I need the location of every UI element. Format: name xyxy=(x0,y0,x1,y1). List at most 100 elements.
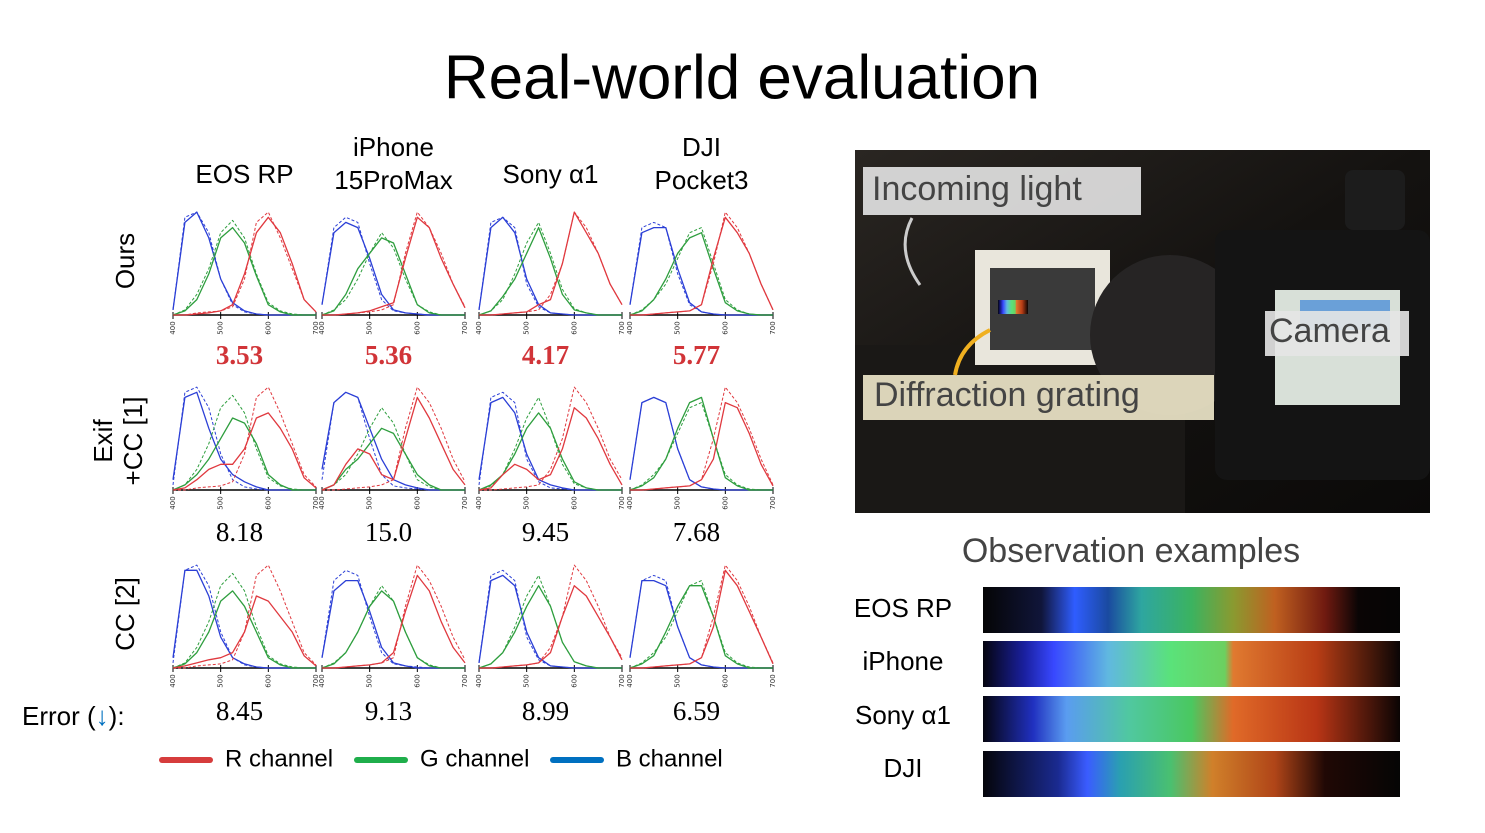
reference-curve xyxy=(173,386,317,491)
x-tick-label: 700 xyxy=(769,321,777,334)
spectrum-strip xyxy=(983,696,1400,742)
x-tick-label: 400 xyxy=(169,674,177,687)
estimated-curve xyxy=(172,412,317,491)
error-label-part: Error ( xyxy=(22,701,96,731)
estimated-curve xyxy=(629,226,773,316)
reference-curve xyxy=(630,386,774,491)
x-tick-label: 700 xyxy=(461,674,469,687)
estimated-curve xyxy=(322,574,466,669)
error-label-part: ↓ xyxy=(96,701,109,731)
reference-curve xyxy=(629,402,773,491)
x-tick-label: 600 xyxy=(570,674,578,687)
observation-title: Observation examples xyxy=(962,532,1300,570)
reference-curve xyxy=(173,211,317,316)
reference-curve xyxy=(322,386,466,491)
error-value: 6.59 xyxy=(673,696,720,726)
estimated-curve xyxy=(172,569,316,669)
x-tick-label: 700 xyxy=(769,496,777,509)
estimated-curve xyxy=(629,232,773,316)
x-tick-label: 600 xyxy=(413,496,421,509)
reference-curve xyxy=(629,580,773,669)
x-tick-label: 500 xyxy=(366,321,374,334)
arrow xyxy=(903,217,922,286)
estimated-curve xyxy=(630,216,774,316)
reference-curve xyxy=(322,564,466,669)
estimated-curve xyxy=(478,585,622,669)
observation-label: EOS RP xyxy=(854,593,952,623)
method-label: CC [2] xyxy=(110,577,140,651)
camera-name: Sony α1 xyxy=(503,159,599,189)
slide-title: Real-world evaluation xyxy=(444,43,1040,112)
estimated-curve xyxy=(173,216,317,316)
spectrum-strip xyxy=(983,751,1400,797)
reference-curve xyxy=(321,391,465,491)
reference-curve xyxy=(322,211,466,316)
estimated-curve xyxy=(479,585,623,669)
x-tick-label: 600 xyxy=(570,321,578,334)
estimated-curve xyxy=(321,237,465,316)
x-tick-label: 400 xyxy=(475,321,483,334)
camera-name: iPhone xyxy=(353,132,434,162)
reference-curve xyxy=(478,221,622,316)
estimated-curve xyxy=(629,585,773,669)
estimated-curve xyxy=(322,216,466,316)
x-tick-label: 500 xyxy=(366,674,374,687)
reference-curve xyxy=(630,564,774,669)
camera-name: 15ProMax xyxy=(334,165,453,195)
x-tick-label: 400 xyxy=(626,496,634,509)
x-tick-label: 600 xyxy=(264,674,272,687)
estimated-curve xyxy=(321,396,466,491)
camera-name: EOS RP xyxy=(195,159,293,189)
setup-photo: Incoming light Diffraction grating Camer… xyxy=(855,150,1430,513)
error-value: 9.45 xyxy=(522,517,569,547)
x-tick-label: 400 xyxy=(475,674,483,687)
x-tick-label: 400 xyxy=(626,674,634,687)
x-tick-label: 700 xyxy=(312,674,320,687)
legend-label: R channel xyxy=(225,745,333,772)
estimated-curve xyxy=(629,396,773,491)
reference-curve xyxy=(172,394,316,491)
reference-curve xyxy=(172,564,316,669)
error-value: 5.77 xyxy=(673,340,720,370)
x-tick-label: 700 xyxy=(312,321,320,334)
x-tick-label: 500 xyxy=(523,496,531,509)
estimated-curve xyxy=(321,590,465,669)
error-label: Error (↓): xyxy=(22,701,125,731)
x-tick-label: 400 xyxy=(626,321,634,334)
method-label: Exif xyxy=(88,419,118,463)
method-label: Ours xyxy=(110,233,140,289)
estimated-curve xyxy=(172,590,316,669)
spectrum-strip xyxy=(983,641,1400,687)
error-value: 3.53 xyxy=(216,340,263,370)
x-tick-label: 700 xyxy=(461,321,469,334)
photo-label: Camera xyxy=(1269,312,1390,350)
error-value: 15.0 xyxy=(365,517,412,547)
reference-curve xyxy=(172,386,316,491)
estimated-curve xyxy=(321,427,465,491)
observation-label: iPhone xyxy=(863,646,944,676)
error-value: 8.45 xyxy=(216,696,263,726)
x-tick-label: 500 xyxy=(217,674,225,687)
camera-name: DJI xyxy=(682,132,721,162)
estimated-curve xyxy=(321,391,465,491)
error-label-part: ): xyxy=(109,701,125,731)
method-label: +CC [1] xyxy=(118,397,148,486)
reference-curve xyxy=(478,391,622,491)
viewfinder xyxy=(1345,170,1405,230)
error-value: 8.18 xyxy=(216,517,263,547)
estimated-curve xyxy=(172,417,316,491)
label-box xyxy=(863,375,1214,420)
legend-label: G channel xyxy=(420,745,529,772)
label-box xyxy=(863,167,1141,215)
x-tick-label: 500 xyxy=(217,321,225,334)
reference-curve xyxy=(172,219,316,316)
x-tick-label: 500 xyxy=(523,321,531,334)
x-tick-label: 500 xyxy=(674,321,682,334)
estimated-curve xyxy=(479,211,623,316)
camera-name: Pocket3 xyxy=(655,165,749,195)
arrow xyxy=(953,328,991,376)
x-tick-label: 600 xyxy=(570,496,578,509)
spectrum-strip xyxy=(983,587,1400,633)
estimated-curve xyxy=(172,391,316,491)
observation-label: DJI xyxy=(884,753,923,783)
